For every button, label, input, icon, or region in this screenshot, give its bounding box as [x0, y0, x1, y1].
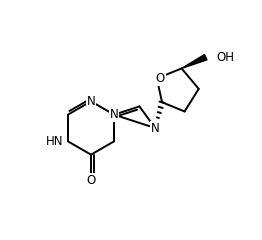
- Text: HN: HN: [46, 135, 63, 148]
- Text: N: N: [110, 108, 118, 121]
- Text: O: O: [86, 174, 96, 187]
- Text: N: N: [87, 95, 95, 108]
- Polygon shape: [182, 54, 207, 68]
- Text: O: O: [155, 72, 165, 85]
- Text: N: N: [151, 121, 160, 134]
- Text: OH: OH: [216, 51, 234, 64]
